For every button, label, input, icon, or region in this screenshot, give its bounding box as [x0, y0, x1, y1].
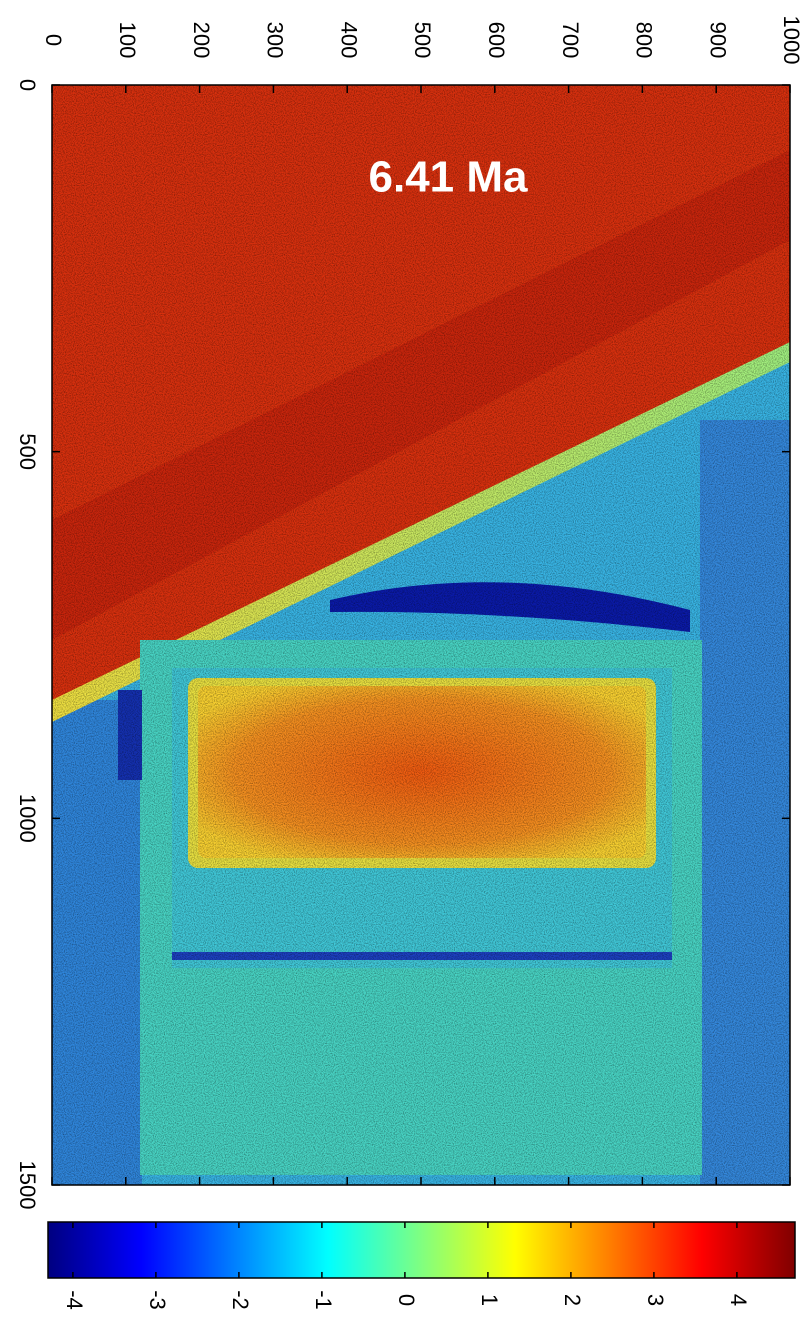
- colorbar-tick-label: -1: [311, 1290, 336, 1310]
- y-tick-label: 500: [15, 433, 40, 470]
- x-tick-label: 0: [41, 34, 66, 46]
- x-tick-label: 1000: [779, 16, 804, 65]
- annotation: 6.41 Ma: [369, 153, 529, 202]
- heatmap-field: [52, 85, 790, 1185]
- colorbar-tick-label: 1: [477, 1294, 502, 1306]
- colorbar-tick-label: -3: [145, 1290, 170, 1310]
- y-tick-label: 1000: [15, 794, 40, 843]
- x-tick-label: 500: [410, 22, 435, 59]
- texture: [52, 85, 790, 1185]
- colorbar-tick-label: 0: [394, 1294, 419, 1306]
- colorbar-tick-label: 2: [560, 1294, 585, 1306]
- colorbar-tick-label: -4: [62, 1290, 87, 1310]
- x-tick-label: 800: [632, 22, 657, 59]
- colorbar-tick-label: 4: [726, 1294, 751, 1306]
- y-tick-label: 1500: [15, 1161, 40, 1210]
- x-tick-label: 100: [115, 22, 140, 59]
- y-tick-label: 0: [15, 79, 40, 91]
- x-tick-label: 400: [336, 22, 361, 59]
- colorbar-tick-label: 3: [643, 1294, 668, 1306]
- x-tick-label: 900: [705, 22, 730, 59]
- x-tick-label: 600: [484, 22, 509, 59]
- colorbar-tick-label: -2: [228, 1290, 253, 1310]
- colorbar: [47, 1221, 796, 1279]
- x-tick-label: 700: [558, 22, 583, 59]
- x-tick-label: 300: [263, 22, 288, 59]
- x-tick-label: 200: [189, 22, 214, 59]
